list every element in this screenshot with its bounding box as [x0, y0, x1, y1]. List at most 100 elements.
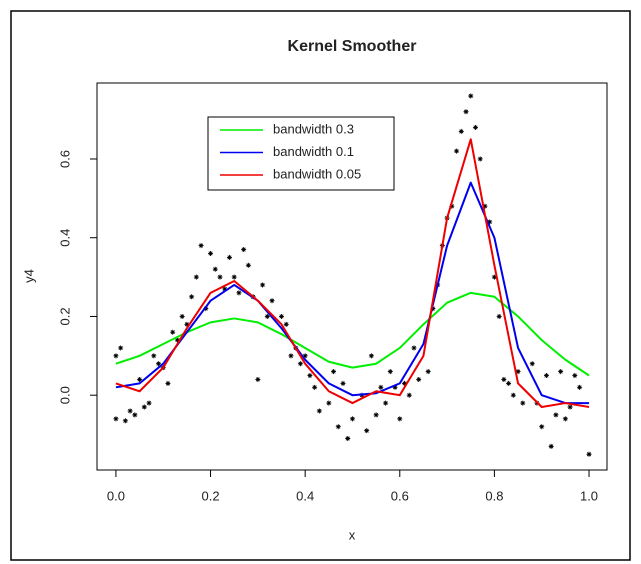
data-point [520, 400, 526, 406]
data-point [425, 369, 431, 375]
data-point [217, 274, 223, 280]
series-line [115, 181, 590, 405]
data-point [302, 353, 308, 359]
data-point [241, 247, 247, 253]
data-point [491, 274, 497, 280]
x-tick-label: 0.8 [485, 488, 503, 503]
data-point [170, 329, 176, 335]
y-tick-label: 0.4 [57, 229, 72, 247]
data-point [567, 404, 573, 410]
data-point [283, 321, 289, 327]
data-point [335, 424, 341, 430]
data-point [231, 274, 237, 280]
legend-label: bandwidth 0.3 [273, 121, 354, 136]
data-point [279, 313, 285, 319]
data-point [454, 148, 460, 154]
data-point [245, 262, 251, 268]
data-point [326, 400, 332, 406]
data-point [383, 400, 389, 406]
data-point [463, 109, 469, 115]
data-point [146, 400, 152, 406]
data-point [156, 361, 162, 367]
data-point [572, 373, 578, 379]
plot-box [96, 82, 608, 471]
data-point [269, 298, 275, 304]
data-point [387, 369, 393, 375]
data-point [331, 369, 337, 375]
data-point [212, 266, 218, 272]
data-point [378, 384, 384, 390]
data-point [340, 380, 346, 386]
x-tick-label: 0.6 [391, 488, 409, 503]
data-point [558, 369, 564, 375]
data-point [174, 337, 180, 343]
data-point [496, 313, 502, 319]
legend [207, 116, 395, 191]
data-point [411, 345, 417, 351]
data-point [501, 376, 507, 382]
data-point [264, 313, 270, 319]
data-point [193, 274, 199, 280]
data-point [482, 203, 488, 209]
data-point [548, 443, 554, 449]
data-point [416, 376, 422, 382]
data-point [184, 321, 190, 327]
data-point [349, 416, 355, 422]
data-point [515, 369, 521, 375]
data-point [165, 380, 171, 386]
data-point [487, 219, 493, 225]
series-line [115, 138, 590, 409]
y-tick-label: 0.6 [57, 150, 72, 168]
data-point [477, 156, 483, 162]
data-point [127, 408, 133, 414]
data-point [449, 203, 455, 209]
data-point [553, 412, 559, 418]
data-point [122, 418, 128, 424]
chart-title: Kernel Smoother [288, 38, 417, 55]
data-point [406, 392, 412, 398]
series-line [115, 291, 590, 377]
data-point [586, 451, 592, 457]
data-point [288, 353, 294, 359]
data-point [118, 345, 124, 351]
data-point [312, 384, 318, 390]
x-tick-label: 1.0 [580, 488, 598, 503]
x-tick-label: 0.2 [202, 488, 220, 503]
data-point [222, 286, 228, 292]
data-point [260, 282, 266, 288]
data-point [392, 384, 398, 390]
data-point [539, 424, 545, 430]
data-point [316, 408, 322, 414]
legend-label: bandwidth 0.05 [273, 166, 361, 181]
y-tick-label: 0.2 [57, 307, 72, 325]
data-point [132, 412, 138, 418]
data-point [529, 361, 535, 367]
data-point [543, 373, 549, 379]
data-point [236, 290, 242, 296]
data-point [113, 353, 119, 359]
data-point [510, 392, 516, 398]
y-tick-label: 0.0 [57, 386, 72, 404]
x-tick-label: 0.0 [107, 488, 125, 503]
data-point [208, 250, 214, 256]
data-point [297, 361, 303, 367]
data-point [364, 428, 370, 434]
data-point [506, 380, 512, 386]
data-point [402, 380, 408, 386]
data-point [198, 243, 204, 249]
data-point [113, 416, 119, 422]
data-point [345, 436, 351, 442]
legend-label: bandwidth 0.1 [273, 144, 354, 159]
data-point [577, 384, 583, 390]
data-point [137, 376, 143, 382]
data-point [397, 416, 403, 422]
data-point [151, 353, 157, 359]
data-point [141, 404, 147, 410]
data-point [373, 412, 379, 418]
data-point [562, 416, 568, 422]
y-axis-label: y4 [21, 269, 36, 283]
x-axis-label: x [349, 527, 356, 542]
data-point [472, 124, 478, 130]
